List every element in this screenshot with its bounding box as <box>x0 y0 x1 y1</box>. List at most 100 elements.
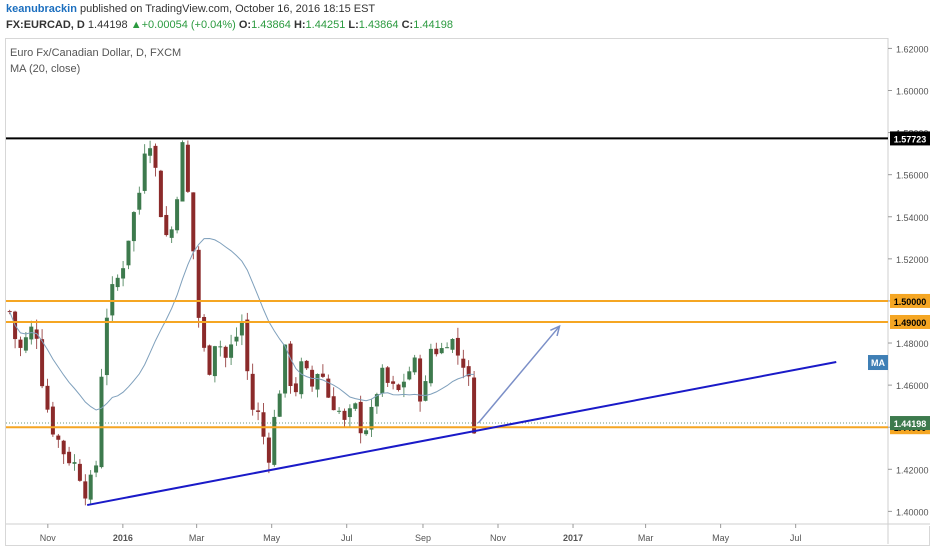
author-link[interactable]: keanubrackin <box>6 3 77 15</box>
candle-body <box>347 408 352 418</box>
candle-body <box>299 361 304 395</box>
candle-body <box>385 367 390 383</box>
candle-body <box>461 358 466 368</box>
candle-body <box>450 339 455 350</box>
x-tick-label: 2017 <box>563 533 583 543</box>
last-price-label: 1.44198 <box>894 419 927 429</box>
publish-info: keanubrackin published on TradingView.co… <box>6 3 375 15</box>
candle-body <box>407 371 412 380</box>
candle-body <box>153 145 158 168</box>
x-tick-label: 2016 <box>113 533 133 543</box>
candle-body <box>266 437 271 463</box>
candle-body <box>185 144 190 192</box>
candle-body <box>293 383 298 393</box>
candle-body <box>104 317 109 376</box>
candle-body <box>374 394 379 407</box>
support-trendline <box>86 360 837 507</box>
projection-arrowhead <box>550 324 561 337</box>
candle-body <box>202 316 207 348</box>
high-label: H: <box>293 19 306 31</box>
candle-body <box>142 153 147 191</box>
indicator-legend[interactable]: MA (20, close) <box>10 63 81 75</box>
candle-body <box>180 142 185 202</box>
candle-body <box>223 346 228 358</box>
candle-body <box>18 339 23 348</box>
y-tick-label: 1.48000 <box>896 339 929 349</box>
y-tick-label: 1.62000 <box>896 44 929 54</box>
candle-body <box>99 376 104 468</box>
candle-body <box>342 410 347 420</box>
candle-body <box>369 406 374 430</box>
candle-body <box>250 373 255 410</box>
candle-body <box>315 373 320 390</box>
candle-body <box>191 192 196 252</box>
x-tick-label: Mar <box>189 533 205 543</box>
candle-body <box>196 249 201 318</box>
low-label: L: <box>348 19 359 31</box>
y-tick-label: 1.60000 <box>896 87 929 97</box>
level-price-label: 1.57723 <box>894 134 927 144</box>
candle-body <box>320 373 325 377</box>
candle-body <box>380 367 385 394</box>
candle-body <box>88 474 93 500</box>
candle-body <box>326 378 331 398</box>
candle-body <box>245 319 250 372</box>
candle-body <box>283 344 288 394</box>
symbol-label[interactable]: FX:EURCAD, D <box>6 19 85 31</box>
candle-body <box>396 384 401 391</box>
candle-body <box>175 199 180 231</box>
candle-body <box>261 412 266 437</box>
y-tick-label: 1.40000 <box>896 507 929 517</box>
candle-body <box>67 451 72 464</box>
candle-body <box>455 337 460 356</box>
x-tick-label: Sep <box>415 533 431 543</box>
candle-body <box>337 410 342 412</box>
published-text: published on TradingView.com, October 16… <box>79 3 376 15</box>
ma-tag <box>868 355 888 371</box>
last-price-tag <box>890 416 930 431</box>
candle-body <box>472 377 477 434</box>
candle-body <box>434 348 439 355</box>
y-tick-label: 1.56000 <box>896 171 929 181</box>
price-change: +0.00054 (+0.04%) <box>141 19 236 31</box>
candle-body <box>158 170 163 218</box>
candle-body <box>277 393 282 417</box>
candle-body <box>61 440 66 455</box>
candle-body <box>358 401 363 434</box>
level-price-tag <box>890 131 930 146</box>
x-tick-label: Jul <box>341 533 353 543</box>
candle-body <box>72 462 77 464</box>
candle-body <box>229 344 234 358</box>
x-tick-label: May <box>263 533 281 543</box>
candle-body <box>445 347 450 349</box>
candle-body <box>40 339 45 387</box>
candle-body <box>353 403 358 409</box>
candle-body <box>137 192 142 210</box>
candle-body <box>234 336 239 342</box>
candle-body <box>218 346 223 348</box>
candle-body <box>391 381 396 384</box>
level-price-tag <box>890 314 930 329</box>
candle-body <box>7 311 12 313</box>
open-value: 1.43864 <box>251 19 291 31</box>
candle-body <box>110 284 115 316</box>
candle-body <box>126 240 131 266</box>
x-tick-label: Nov <box>40 533 57 543</box>
candle-body <box>401 381 406 388</box>
candle-body <box>50 406 55 435</box>
candle-body <box>428 348 433 384</box>
candle-body <box>164 214 169 236</box>
candle-body <box>83 481 88 499</box>
x-tick-label: Jul <box>790 533 802 543</box>
chart-header: keanubrackin published on TradingView.co… <box>0 0 932 36</box>
level-price-label: 1.50000 <box>894 297 927 307</box>
candle-body <box>131 212 136 242</box>
candle-body <box>23 337 28 351</box>
chart-title: Euro Fx/Canadian Dollar, D, FXCM <box>10 47 182 59</box>
low-value: 1.43864 <box>358 19 399 31</box>
candle-body <box>412 357 417 373</box>
candle-body <box>304 360 309 369</box>
candle-body <box>121 268 126 279</box>
candle-body <box>148 148 153 156</box>
